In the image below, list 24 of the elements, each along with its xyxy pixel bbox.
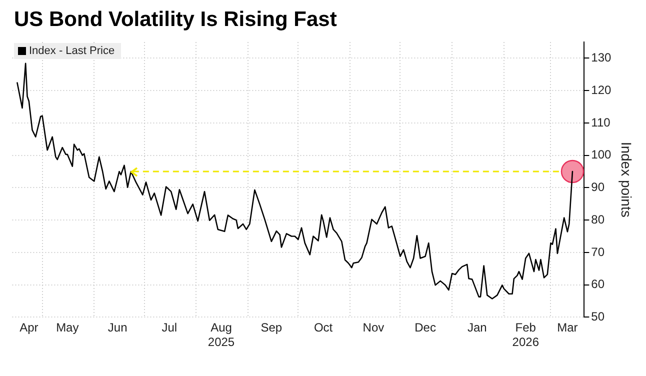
y-tick-label: 50 (591, 310, 605, 324)
y-tick-label: 100 (591, 148, 612, 162)
x-tick-label: Oct (314, 320, 334, 335)
y-tick-label: 130 (591, 50, 612, 64)
x-tick-label: May (56, 320, 79, 335)
x-tick-label: Aug 2025 (208, 320, 235, 350)
x-tick-label: Jan (467, 320, 487, 335)
x-tick-label: Jun (108, 320, 128, 335)
legend-label: Index - Last Price (29, 45, 115, 57)
x-tick-label: Dec (414, 320, 436, 335)
x-tick-label: Feb 2026 (512, 320, 540, 350)
y-tick-label: 110 (591, 115, 611, 130)
x-tick-label: Apr (20, 320, 38, 335)
chart-title: US Bond Volatility Is Rising Fast (14, 8, 337, 32)
y-tick-label: 70 (591, 244, 605, 259)
y-tick-label: 120 (591, 82, 612, 97)
x-tick-label: Mar (557, 320, 578, 335)
x-tick-label: Nov (362, 320, 384, 335)
y-tick-label: 60 (591, 277, 605, 292)
x-tick-label: Sep (260, 320, 282, 335)
x-tick-label: Jul (162, 320, 178, 335)
y-tick-label: 80 (591, 212, 605, 226)
y-axis-title: Index points (618, 142, 635, 218)
y-tick-label: 90 (591, 180, 605, 194)
